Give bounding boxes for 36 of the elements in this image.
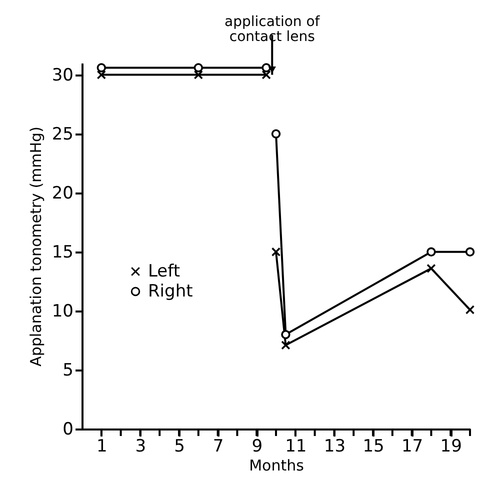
point (194, 70, 204, 80)
x-tick-label: 13 (324, 436, 346, 456)
y-tick-label: 5 (62, 360, 74, 380)
point (281, 340, 290, 350)
y-tick-label: 30 (52, 65, 74, 86)
y-axis-title: Applanation tonometry (mmHg) (26, 126, 45, 366)
y-tick-label: 25 (52, 124, 74, 144)
point (194, 63, 204, 72)
legend-label: Left (148, 262, 180, 282)
x-tick-label: 7 (212, 436, 224, 456)
point (465, 247, 475, 257)
annotation: application of contact lens (224, 14, 321, 45)
y-tick-label: 20 (52, 183, 74, 204)
point (426, 264, 436, 274)
y-tick-label: 10 (52, 301, 74, 322)
y-tick-label: 15 (52, 242, 74, 262)
legend-label: Right (148, 282, 194, 302)
point (262, 63, 271, 72)
x-tick-label: 9 (252, 436, 263, 456)
point (426, 247, 436, 257)
x-axis-title: Months (249, 456, 304, 474)
x-tick-label: 19 (440, 436, 462, 456)
point (96, 70, 106, 80)
point (465, 305, 475, 314)
point (271, 247, 281, 257)
x-tick-label: 5 (174, 436, 185, 456)
x-tick-label: 3 (135, 436, 146, 456)
point (96, 63, 106, 72)
x-tick-label: 15 (362, 436, 384, 456)
x-tick-label: 11 (285, 436, 307, 456)
point (271, 129, 281, 138)
point (262, 70, 271, 80)
x-tick-label: 1 (96, 436, 108, 456)
y-tick-label: 0 (62, 420, 74, 440)
x-tick-label: 17 (401, 436, 424, 456)
point (281, 330, 290, 340)
